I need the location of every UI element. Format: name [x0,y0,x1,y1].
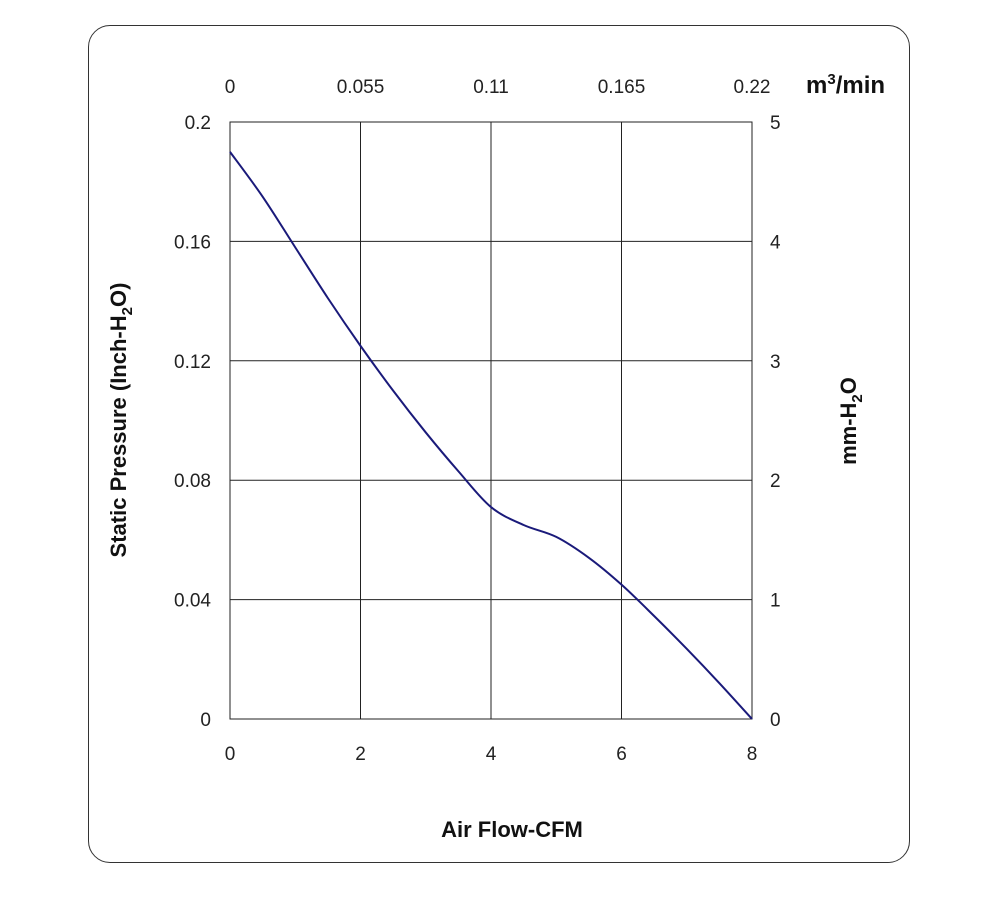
top-unit-base: m [806,72,827,99]
y-tick-label: 0.08 [174,471,211,492]
right-tick-label: 1 [770,591,781,612]
right-tick-label: 2 [770,471,781,492]
top-unit-rest: /min [836,72,885,99]
top-tick-label: 0.055 [337,77,385,98]
series-layer [229,151,753,720]
right-tick-label: 0 [770,710,781,731]
chart-frame [88,25,910,863]
y-tick-label: 0.2 [185,113,211,134]
top-tick-label: 0.165 [598,77,646,98]
y2-title-sub: 2 [849,394,866,402]
x-axis-title: Air Flow-CFM [441,817,583,842]
x-tick-label: 0 [225,744,236,765]
right-tick-label: 5 [770,113,781,134]
y-tick-label: 0.16 [174,232,211,253]
y2-title-b: O [836,377,861,394]
secondary-y-axis-title: mm-H2O [836,377,866,465]
x-tick-label: 4 [486,744,497,765]
plot-area-border [229,121,753,720]
y-tick-label: 0 [200,710,211,731]
y-title-a: Static Pressure (Inch-H [106,315,131,557]
right-tick-label: 4 [770,232,781,253]
top-tick-label: 0.22 [734,77,771,98]
top-tick-label: 0 [225,77,236,98]
right-tick-label: 3 [770,352,781,373]
y-tick-label: 0.12 [174,352,211,373]
x-tick-label: 2 [355,744,366,765]
pressure-curve [229,151,753,720]
top-tick-label: 0.11 [473,77,509,98]
y-title-sub: 2 [119,307,136,315]
grid-layer [229,121,753,720]
y-axis-title: Static Pressure (Inch-H2O) [106,283,136,558]
y-title-b: O) [106,283,131,307]
top-unit-sup: 3 [827,71,835,88]
y-tick-label: 0.04 [174,591,211,612]
x-tick-label: 6 [616,744,627,765]
y2-title-a: mm-H [836,403,861,465]
x-tick-label: 8 [747,744,758,765]
top-axis-unit: m3/min [806,71,885,99]
